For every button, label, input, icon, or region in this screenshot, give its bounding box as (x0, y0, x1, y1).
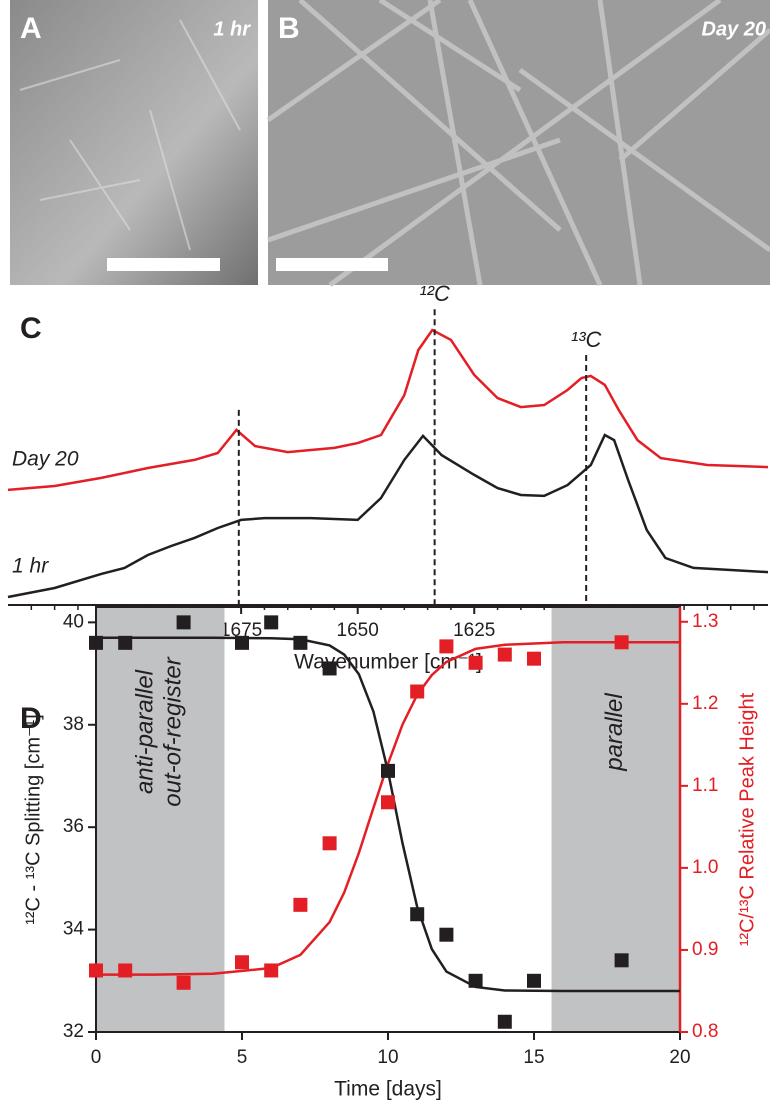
data-point (527, 973, 541, 988)
region (551, 607, 680, 1032)
panel-label: C (20, 312, 42, 345)
spectrum (7, 328, 769, 492)
data-point (293, 897, 308, 912)
x-tick-label: 1625 (453, 620, 495, 641)
data-point (264, 615, 279, 630)
y-axis-label: ¹²C - ¹³C Splitting [cm⁻¹] (22, 714, 44, 925)
data-point (89, 635, 103, 650)
region-label: parallel (601, 693, 628, 772)
marker-label: ¹²C (419, 281, 450, 306)
data-point (468, 973, 483, 988)
y2-tick-label: 0.9 (692, 939, 718, 960)
x-tick-label: 10 (377, 1047, 398, 1068)
region-label: anti-parallel (132, 669, 159, 794)
data-point (118, 963, 133, 978)
data-point (497, 1014, 512, 1029)
data-point (118, 635, 133, 650)
data-point (614, 635, 629, 650)
region (96, 607, 225, 1032)
micrograph-a (10, 0, 258, 285)
series-label: Day 20 (12, 447, 79, 470)
data-point (235, 955, 249, 970)
y2-tick-label: 1.3 (692, 611, 718, 632)
data-point (468, 655, 483, 670)
data-point (264, 963, 279, 978)
data-point (293, 635, 308, 650)
y-tick-label: 34 (63, 919, 85, 940)
series-label: 1 hr (12, 555, 49, 578)
x-axis-label: Wavenumber [cm⁻¹] (294, 651, 482, 674)
data-point (322, 836, 337, 851)
marker-label: ¹³C (571, 327, 602, 352)
micrograph-b (266, 0, 770, 288)
x-axis-label: Time [days] (334, 1078, 442, 1101)
x-tick-label: 5 (237, 1047, 248, 1068)
x-tick-label: 1675 (220, 620, 262, 641)
x-tick-label: 15 (523, 1047, 544, 1068)
y-tick-label: 36 (63, 816, 84, 837)
region-label: out-of-register (160, 656, 187, 806)
y-tick-label: 40 (63, 611, 84, 632)
data-point (410, 684, 425, 699)
data-point (322, 661, 337, 676)
data-point (439, 639, 454, 654)
y-tick-label: 32 (63, 1021, 84, 1042)
data-point (439, 927, 454, 942)
y2-tick-label: 0.8 (692, 1021, 718, 1042)
x-tick-label: 1650 (337, 620, 379, 641)
image-caption: Day 20 (702, 18, 767, 40)
image-caption: 1 hr (213, 18, 251, 40)
x-tick-label: 0 (91, 1047, 102, 1068)
y2-axis-label: ¹²C/¹³C Relative Peak Height (736, 692, 758, 946)
data-point (89, 963, 103, 978)
data-point (176, 975, 191, 990)
data-point (497, 647, 512, 662)
data-point (235, 635, 249, 650)
data-point (381, 763, 395, 778)
data-point (176, 615, 191, 630)
y2-tick-label: 1.1 (692, 775, 718, 796)
spectrum (7, 433, 769, 599)
panel-label: D (20, 702, 42, 735)
data-point (614, 953, 629, 968)
panel-label: A (20, 12, 42, 45)
y2-tick-label: 1.2 (692, 693, 718, 714)
y-tick-label: 38 (63, 714, 84, 735)
data-point (410, 907, 425, 922)
y2-tick-label: 1.0 (692, 857, 718, 878)
x-tick-label: 20 (669, 1047, 690, 1068)
data-point (527, 651, 541, 666)
data-point (381, 795, 395, 810)
panel-label: B (278, 12, 300, 45)
